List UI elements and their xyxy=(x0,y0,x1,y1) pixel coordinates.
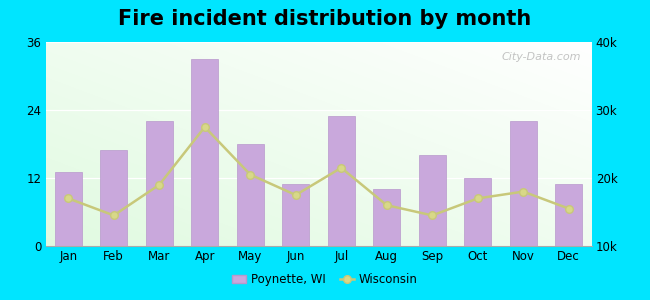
Legend: Poynette, WI, Wisconsin: Poynette, WI, Wisconsin xyxy=(227,269,422,291)
Bar xyxy=(191,59,218,246)
Bar xyxy=(510,121,537,246)
Bar xyxy=(373,189,400,246)
Bar xyxy=(237,144,264,246)
Text: Fire incident distribution by month: Fire incident distribution by month xyxy=(118,9,532,29)
Bar xyxy=(100,150,127,246)
Bar xyxy=(328,116,355,246)
Bar xyxy=(464,178,491,246)
Bar xyxy=(55,172,82,246)
Text: City-Data.com: City-Data.com xyxy=(501,52,580,62)
Bar xyxy=(555,184,582,246)
Bar xyxy=(146,121,173,246)
Bar xyxy=(282,184,309,246)
Bar xyxy=(419,155,446,246)
